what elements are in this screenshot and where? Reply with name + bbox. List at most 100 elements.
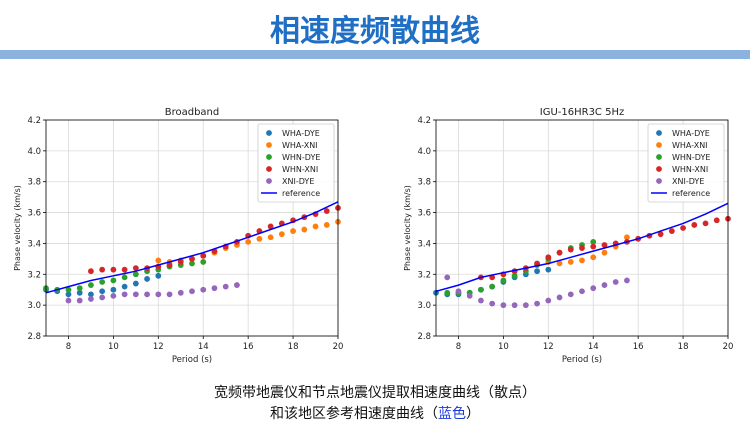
y-axis-label: Phase velocity (km/s) — [403, 185, 412, 271]
point-whn-dye — [590, 238, 597, 245]
caption-line-1: 宽频带地震仪和节点地震仪提取相速度曲线（散点） — [214, 385, 536, 401]
legend-label-whn-xni: WHN-XNI — [282, 165, 318, 174]
point-xni-dye — [567, 291, 574, 298]
point-xni-dye — [211, 285, 218, 292]
point-wha-xni — [624, 234, 630, 241]
y-tick-label: 4.0 — [27, 147, 41, 157]
x-axis-label: Period (s) — [562, 355, 602, 364]
point-xni-dye — [466, 292, 473, 299]
point-wha-xni — [267, 234, 274, 241]
point-whn-dye — [500, 277, 507, 284]
y-tick-label: 4.2 — [27, 116, 41, 126]
x-tick-label: 10 — [108, 342, 119, 352]
x-tick-label: 20 — [723, 342, 734, 352]
point-wha-xni — [245, 238, 252, 245]
point-wha-xni — [323, 222, 330, 228]
point-xni-dye — [612, 279, 619, 285]
x-tick-label: 8 — [456, 342, 461, 352]
point-whn-xni — [88, 268, 94, 275]
point-whn-xni — [601, 242, 608, 248]
point-wha-dye — [99, 288, 106, 295]
plot-frame — [435, 119, 729, 337]
point-xni-dye — [76, 297, 83, 304]
point-whn-dye — [489, 283, 496, 290]
point-whn-dye — [511, 272, 518, 279]
x-tick-label: 14 — [588, 342, 599, 352]
point-xni-dye — [444, 274, 451, 281]
x-tick-label: 10 — [498, 342, 509, 352]
point-xni-dye — [166, 291, 173, 298]
legend-marker-whn-xni — [656, 166, 662, 172]
point-whn-xni — [691, 222, 698, 228]
point-xni-dye — [624, 277, 630, 284]
point-whn-dye — [444, 289, 451, 296]
point-whn-dye — [189, 260, 195, 267]
y-tick-label: 4.2 — [417, 116, 431, 126]
x-tick-label: 14 — [198, 342, 209, 352]
point-xni-dye — [522, 302, 529, 309]
point-whn-xni — [713, 217, 720, 224]
point-whn-xni — [567, 246, 574, 253]
legend-box — [647, 123, 725, 203]
y-tick-label: 3.4 — [27, 239, 41, 249]
point-whn-dye — [88, 282, 94, 288]
point-whn-dye — [99, 279, 106, 285]
y-tick-label: 2.8 — [417, 332, 431, 342]
x-tick-label: 16 — [243, 342, 254, 352]
caption-line-2: 和该地区参考相速度曲线（蓝色） — [0, 403, 750, 423]
legend-label-whn-dye: WHN-DYE — [672, 153, 710, 162]
point-xni-dye — [500, 302, 507, 309]
legend-marker-wha-dye — [266, 130, 272, 136]
point-wha-dye — [132, 280, 139, 287]
point-whn-xni — [323, 208, 330, 214]
point-whn-xni — [590, 243, 597, 250]
point-xni-dye — [556, 294, 563, 301]
x-tick-label: 16 — [633, 342, 644, 352]
point-whn-dye — [478, 286, 484, 293]
point-wha-xni — [290, 228, 296, 234]
point-whn-dye — [121, 274, 128, 281]
point-wha-xni — [590, 254, 597, 261]
point-wha-dye — [65, 291, 72, 298]
chart-broadband: Broadband 8 10 12 14 16 18 20 2.8 3.0 3.2 3.4 3.6 3.8… — [13, 107, 343, 364]
x-tick-label: 18 — [678, 342, 689, 352]
point-xni-dye — [121, 291, 128, 298]
point-wha-dye — [155, 272, 162, 279]
point-whn-xni — [166, 262, 173, 268]
chart-igu-16hr3c: IGU-16HR3C 5Hz 8 10 12 14 16 18 20 2.8 3.0 3.2 3.4 3… — [403, 107, 734, 364]
point-whn-xni — [189, 255, 195, 262]
point-xni-dye — [222, 283, 229, 290]
legend-label-wha-xni: WHA-XNI — [282, 141, 318, 150]
point-wha-dye — [76, 289, 83, 296]
point-xni-dye — [200, 286, 207, 293]
point-whn-xni — [267, 223, 274, 230]
point-xni-dye — [99, 294, 106, 301]
point-xni-dye — [88, 296, 94, 302]
point-xni-dye — [579, 288, 585, 295]
y-tick-label: 2.8 — [27, 332, 41, 342]
point-whn-xni — [702, 220, 709, 227]
point-wha-xni — [301, 226, 308, 233]
legend-marker-whn-xni — [266, 166, 272, 172]
point-whn-xni — [110, 266, 117, 273]
point-whn-xni — [545, 254, 552, 261]
point-whn-xni — [556, 249, 563, 256]
point-xni-dye — [590, 285, 597, 292]
legend-marker-whn-dye — [656, 154, 662, 160]
y-axis-label: Phase velocity (km/s) — [13, 185, 22, 271]
legend-marker-xni-dye — [266, 178, 272, 184]
legend-marker-wha-xni — [656, 142, 662, 148]
point-wha-dye — [88, 291, 94, 298]
point-wha-xni — [601, 249, 608, 256]
legend-label-wha-dye: WHA-DYE — [672, 129, 710, 138]
y-tick-label: 3.8 — [27, 178, 41, 188]
legend-marker-xni-dye — [656, 178, 662, 184]
chart-title: IGU-16HR3C 5Hz — [540, 107, 624, 118]
y-tick-label: 3.4 — [417, 239, 431, 249]
point-wha-xni — [256, 235, 263, 242]
y-tick-label: 3.0 — [27, 301, 41, 311]
point-xni-dye — [545, 297, 552, 304]
legend-label-reference: reference — [282, 189, 320, 198]
legend-label-xni-dye: XNI-DYE — [672, 177, 704, 186]
point-whn-xni — [132, 265, 139, 272]
